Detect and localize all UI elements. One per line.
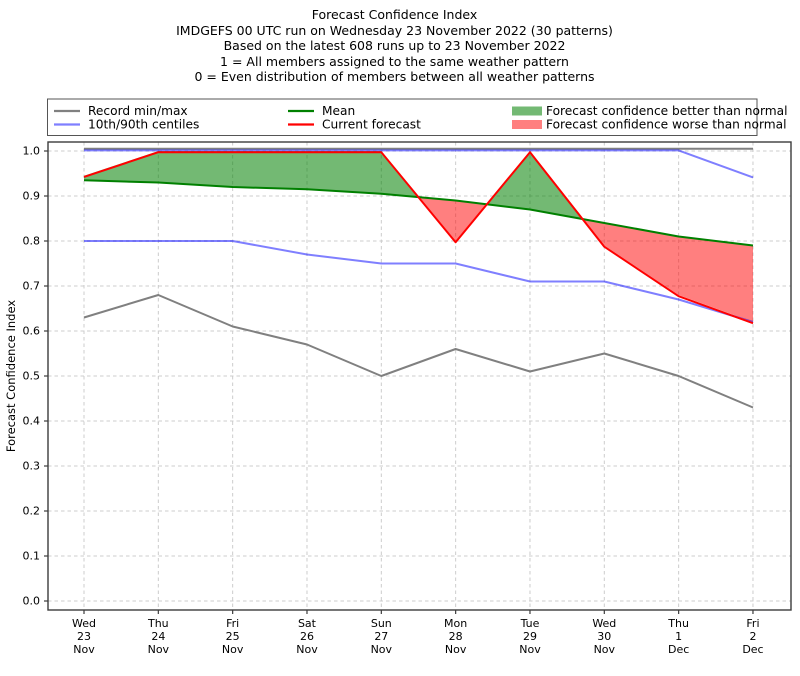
- x-tick-label: 23: [77, 630, 91, 643]
- x-tick-label: Nov: [371, 643, 393, 656]
- y-tick-label: 0.2: [23, 505, 41, 518]
- legend-label: Forecast confidence worse than normal: [546, 118, 786, 132]
- x-tick-label: Dec: [742, 643, 763, 656]
- x-tick-label: Wed: [72, 617, 96, 630]
- x-tick-label: 28: [449, 630, 463, 643]
- x-tick-label: Sat: [298, 617, 317, 630]
- y-tick-label: 0.5: [23, 370, 41, 383]
- x-tick-label: 25: [226, 630, 240, 643]
- legend-label: 10th/90th centiles: [88, 118, 199, 132]
- forecast-confidence-worse-than-normal: [419, 197, 487, 241]
- x-tick-label: 27: [374, 630, 388, 643]
- x-tick-label: Tue: [520, 617, 540, 630]
- y-tick-label: 0.3: [23, 460, 41, 473]
- x-tick-label: 24: [151, 630, 165, 643]
- x-tick-label: Fri: [746, 617, 759, 630]
- series-90th-centile: [84, 149, 754, 179]
- x-tick-label: Wed: [592, 617, 616, 630]
- x-tick-label: Nov: [445, 643, 467, 656]
- x-tick-label: Nov: [296, 643, 318, 656]
- x-tick-label: Sun: [371, 617, 392, 630]
- chart-subtitle: 1 = All members assigned to the same wea…: [220, 53, 569, 69]
- axis-tick-labels: 0.00.10.20.30.40.50.60.70.80.91.0Wed23No…: [23, 145, 764, 657]
- x-tick-label: Thu: [667, 617, 689, 630]
- series-record-min: [83, 294, 754, 409]
- x-tick-label: Nov: [222, 643, 244, 656]
- x-tick-label: Nov: [148, 643, 170, 656]
- y-tick-label: 0.7: [23, 280, 41, 293]
- x-tick-label: 1: [675, 630, 682, 643]
- series-current-forecast: [83, 151, 754, 325]
- y-tick-label: 0.6: [23, 325, 41, 338]
- x-tick-label: 2: [749, 630, 756, 643]
- forecast-confidence-better-than-normal: [84, 151, 420, 198]
- x-tick-label: Nov: [73, 643, 95, 656]
- forecast-confidence-worse-than-normal: [583, 219, 753, 322]
- y-axis-label: Forecast Confidence Index: [4, 300, 18, 452]
- x-tick-label: Nov: [519, 643, 541, 656]
- y-tick-label: 1.0: [23, 145, 41, 158]
- legend-swatch-forecast-confidence-better-than-normal: [512, 106, 542, 116]
- legend-swatch-forecast-confidence-worse-than-normal: [512, 120, 542, 129]
- x-tick-label: Fri: [226, 617, 239, 630]
- chart-subtitle: 0 = Even distribution of members between…: [194, 69, 595, 84]
- series-10th-centile: [84, 240, 754, 323]
- chart-title-block: Forecast Confidence Index IMDGEFS 00 UTC…: [0, 7, 789, 85]
- legend-label: Mean: [322, 104, 355, 118]
- legend-label: Record min/max: [88, 104, 188, 118]
- y-tick-label: 0.4: [23, 415, 41, 428]
- x-tick-label: Thu: [147, 617, 169, 630]
- y-tick-label: 0.0: [23, 595, 41, 608]
- x-tick-label: Mon: [444, 617, 467, 630]
- x-tick-label: 26: [300, 630, 314, 643]
- x-tick-label: Nov: [594, 643, 616, 656]
- chart-subtitle: IMDGEFS 00 UTC run on Wednesday 23 Novem…: [176, 22, 613, 38]
- x-tick-label: 30: [597, 630, 611, 643]
- chart-title: Forecast Confidence Index: [311, 7, 478, 22]
- x-tick-label: Dec: [668, 643, 689, 656]
- y-tick-label: 0.9: [23, 190, 41, 203]
- legend-label: Forecast confidence better than normal: [546, 104, 787, 118]
- y-tick-label: 0.1: [23, 550, 41, 563]
- y-tick-label: 0.8: [23, 235, 41, 248]
- x-tick-label: 29: [523, 630, 537, 643]
- legend-label: Current forecast: [322, 118, 421, 132]
- axis-ticks: [44, 150, 754, 614]
- legend-box: [47, 98, 758, 136]
- series-lines: [83, 147, 754, 409]
- forecast-confidence-better-than-normal: [486, 151, 584, 220]
- chart-subtitle: Based on the latest 608 runs up to 23 No…: [223, 38, 566, 53]
- fill-regions: [84, 151, 753, 322]
